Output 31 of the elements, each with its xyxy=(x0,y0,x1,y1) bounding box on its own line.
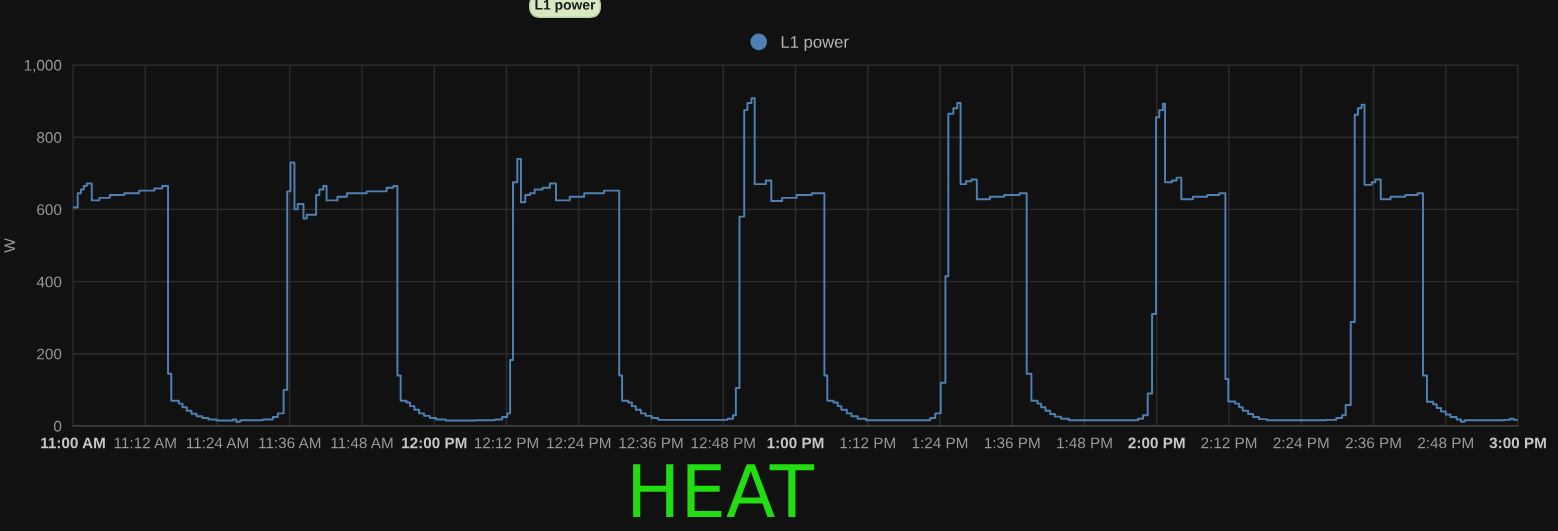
x-tick-label: 12:48 PM xyxy=(691,437,755,449)
x-tick-label: 1:00 PM xyxy=(767,437,824,449)
x-tick-label: 2:48 PM xyxy=(1418,437,1473,449)
x-tick-label: 2:24 PM xyxy=(1273,437,1329,449)
x-tick-label: 2:00 PM xyxy=(1128,437,1185,449)
x-tick-label: 1:48 PM xyxy=(1057,437,1112,449)
x-tick-label: 11:48 AM xyxy=(331,437,393,449)
text: HEAT xyxy=(633,464,815,517)
x-tick-label: 1:24 PM xyxy=(912,437,968,449)
x-tick-label: 11:00 AM xyxy=(41,437,105,449)
y-tick-label: 1,000 xyxy=(24,59,62,73)
x-tick-label: 2:36 PM xyxy=(1345,437,1401,449)
x-tick-label: 2:12 PM xyxy=(1201,437,1257,449)
x-tick-label: 1:36 PM xyxy=(984,437,1040,449)
x-tick-label: 3:00 PM xyxy=(1489,437,1546,449)
y-tick-label: 400 xyxy=(36,276,62,288)
x-tick-label: 11:36 AM xyxy=(259,437,321,449)
legend-label: L1 power xyxy=(781,36,849,52)
x-tick-label: 1:12 PM xyxy=(840,437,895,449)
x-tick-label: 11:24 AM xyxy=(186,437,248,449)
y-tick-label: 200 xyxy=(37,348,62,360)
x-tick-label: 12:12 PM xyxy=(474,437,538,449)
text: L1 power xyxy=(535,0,596,13)
y-tick-label: 0 xyxy=(53,420,62,432)
x-tick-label: 11:12 AM xyxy=(114,437,176,449)
y-tick-label: 800 xyxy=(37,132,62,143)
y-tick-label: 600 xyxy=(37,204,62,216)
y-axis-title: W xyxy=(4,238,15,253)
x-tick-label: 12:24 PM xyxy=(547,437,611,449)
x-tick-label: 12:36 PM xyxy=(619,437,683,449)
x-tick-label: 12:00 PM xyxy=(402,437,467,449)
